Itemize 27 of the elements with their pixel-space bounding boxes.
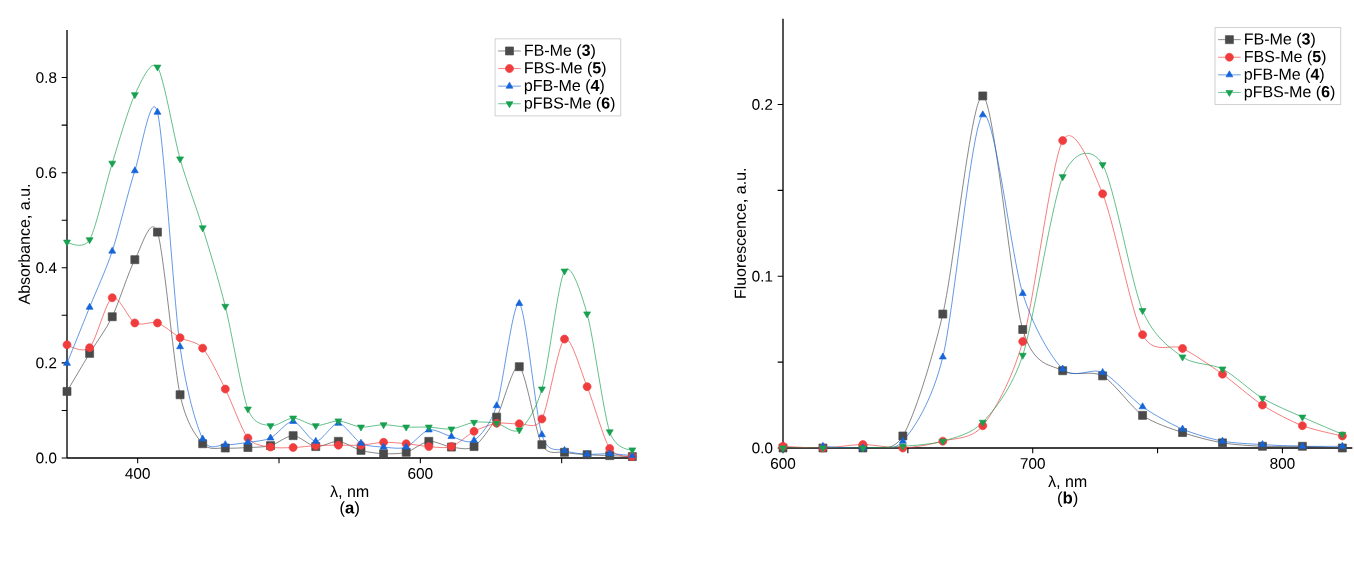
text: (b) bbox=[1058, 491, 1078, 508]
y-tick-label: 0.6 bbox=[36, 167, 57, 179]
x-tick-label: 800 bbox=[1270, 458, 1295, 469]
x-axis-title: λ, nm bbox=[330, 485, 369, 500]
y-tick-label: 0.0 bbox=[36, 452, 57, 464]
y-axis-title: Absorbance, a.u. bbox=[18, 185, 32, 305]
legend-label: FBS-Me (5) bbox=[525, 61, 606, 77]
y-tick-label: 0.0 bbox=[752, 442, 773, 454]
legend-label: pFB-Me (4) bbox=[524, 79, 604, 95]
legend-label: FBS-Me (5) bbox=[1245, 50, 1326, 66]
x-tick-label: 600 bbox=[770, 458, 796, 469]
x-tick-label: 700 bbox=[1020, 458, 1045, 469]
text: (a) bbox=[340, 501, 359, 517]
legend-label: FB-Me (3) bbox=[1245, 32, 1315, 48]
x-axis-title: λ, nm bbox=[1048, 475, 1087, 490]
x-tick-label: 600 bbox=[408, 468, 433, 479]
y-tick-label: 0.8 bbox=[36, 72, 57, 83]
x-tick-label: 400 bbox=[125, 468, 150, 479]
y-tick-label: 0.2 bbox=[752, 99, 773, 110]
legend-label: pFB-Me (4) bbox=[1244, 68, 1324, 83]
y-tick-label: 0.1 bbox=[752, 270, 773, 282]
y-axis-title: Fluorescence, a.u. bbox=[734, 169, 748, 298]
legend-label: pFBS-Me (6) bbox=[1244, 85, 1335, 101]
legend-label: FB-Me (3) bbox=[525, 44, 595, 60]
y-tick-label: 0.2 bbox=[36, 357, 57, 369]
legend-label: pFBS-Me (6) bbox=[524, 96, 615, 112]
y-tick-label: 0.4 bbox=[36, 262, 57, 274]
